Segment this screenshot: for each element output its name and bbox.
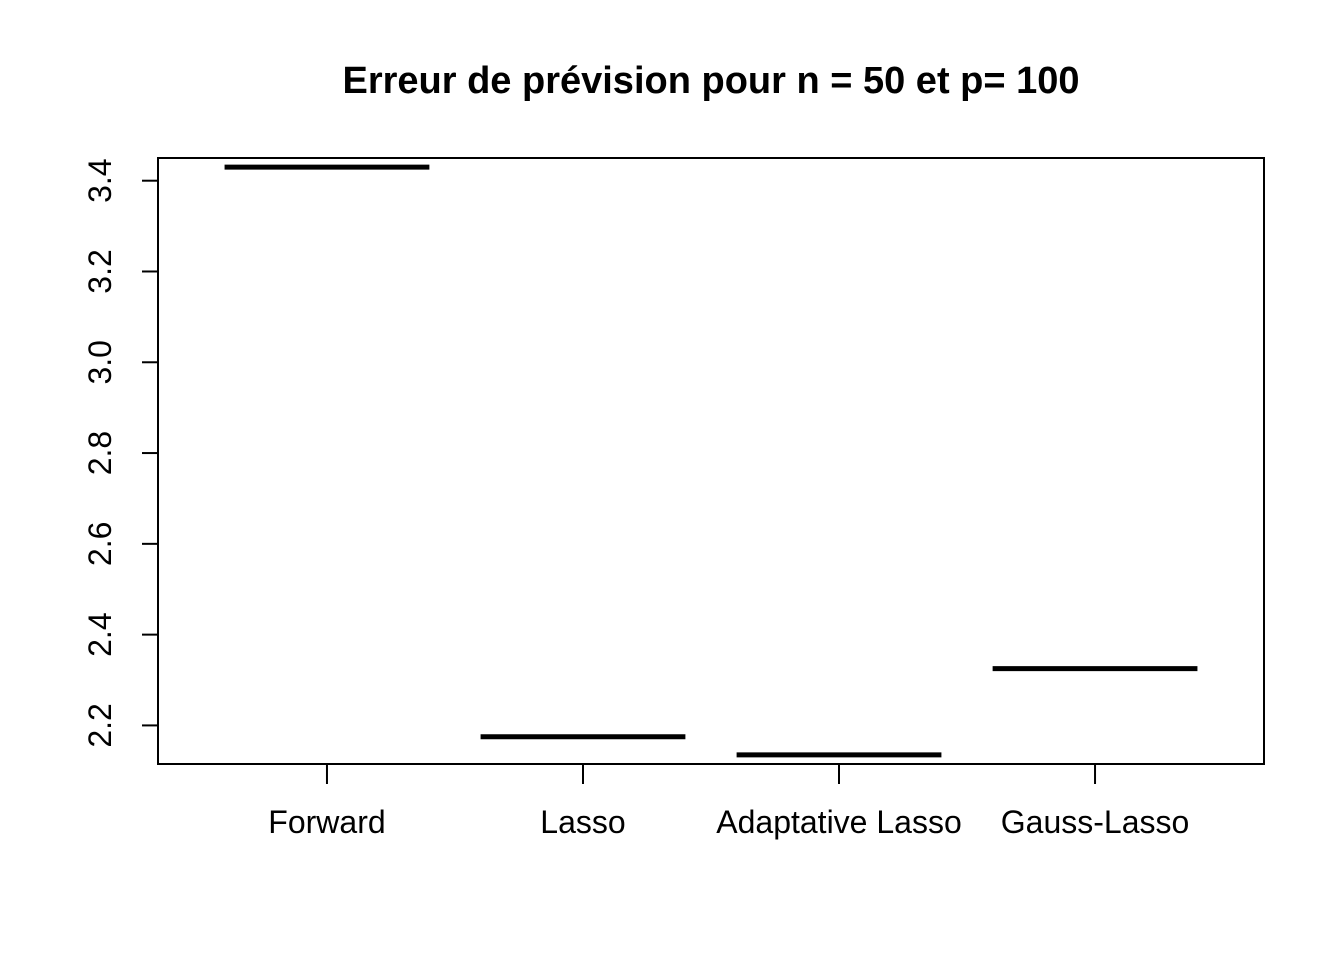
y-tick-label: 2.8 <box>82 431 118 475</box>
y-tick-label: 2.6 <box>82 522 118 566</box>
chart-title: Erreur de prévision pour n = 50 et p= 10… <box>342 60 1079 102</box>
data-marks <box>224 164 1198 758</box>
x-tick-label: Adaptative Lasso <box>716 804 962 840</box>
y-tick-label: 2.4 <box>82 612 118 656</box>
x-tick-label: Gauss-Lasso <box>1001 804 1190 840</box>
x-tick-label: Lasso <box>540 804 625 840</box>
y-tick-label: 2.2 <box>82 703 118 747</box>
y-tick-label: 3.2 <box>82 249 118 293</box>
y-tick-label: 3.4 <box>82 158 118 202</box>
plot-frame <box>157 157 1265 765</box>
x-axis: Forward Lasso Adaptative Lasso Gauss-Lasso <box>268 763 1190 840</box>
x-tick-label: Forward <box>268 804 385 840</box>
y-tick-label: 3.0 <box>82 340 118 384</box>
y-axis: 2.2 2.4 2.6 2.8 3.0 3.2 3.4 <box>82 158 159 748</box>
